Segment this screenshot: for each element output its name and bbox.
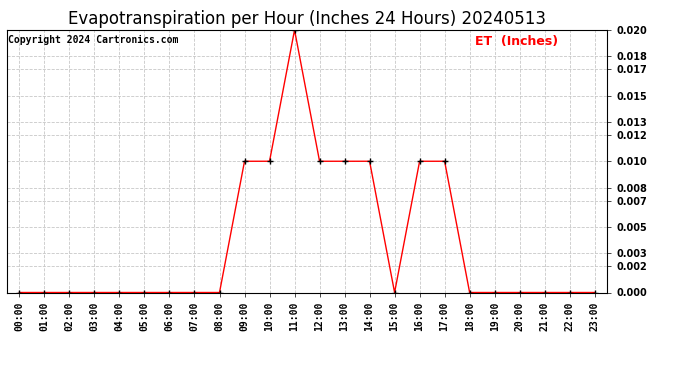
- Text: Copyright 2024 Cartronics.com: Copyright 2024 Cartronics.com: [8, 35, 179, 45]
- Title: Evapotranspiration per Hour (Inches 24 Hours) 20240513: Evapotranspiration per Hour (Inches 24 H…: [68, 10, 546, 28]
- Text: ET  (Inches): ET (Inches): [475, 35, 558, 48]
